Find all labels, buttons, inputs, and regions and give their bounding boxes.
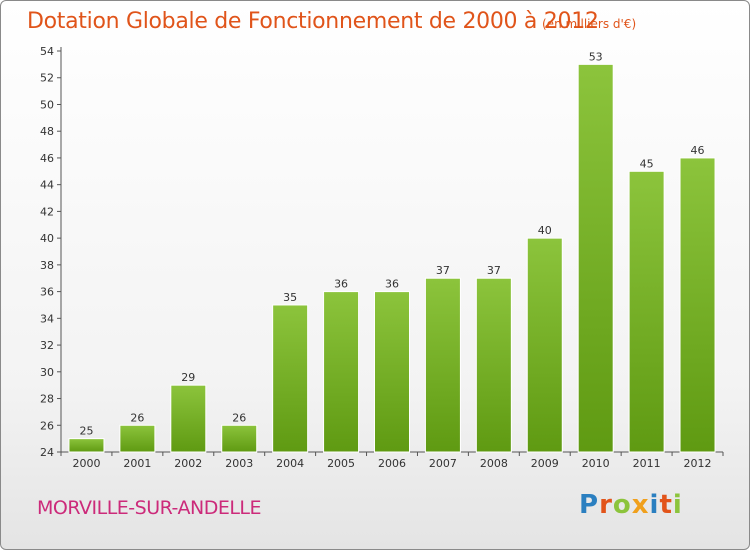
x-tick-label: 2012 xyxy=(684,457,712,470)
x-tick-label: 2001 xyxy=(123,457,151,470)
bar xyxy=(424,277,461,453)
y-tick-label: 54 xyxy=(40,45,54,58)
chart-subtitle: (en milliers d'€) xyxy=(542,17,637,31)
bar-value-label: 25 xyxy=(79,425,93,438)
bar xyxy=(272,304,309,453)
bar-value-label: 29 xyxy=(181,371,195,384)
y-tick-label: 42 xyxy=(40,205,54,218)
proxiti-logo: Proxiti xyxy=(579,490,683,520)
y-tick-label: 30 xyxy=(40,366,54,379)
y-tick-label: 46 xyxy=(40,152,54,165)
x-tick-label: 2008 xyxy=(480,457,508,470)
bar xyxy=(170,384,207,453)
logo-letter: x xyxy=(631,490,650,520)
logo-letter: r xyxy=(599,490,613,520)
bar-value-label: 40 xyxy=(538,224,552,237)
x-tick-label: 2009 xyxy=(531,457,559,470)
bar xyxy=(679,157,716,453)
bar xyxy=(628,170,665,453)
chart-title: Dotation Globale de Fonctionnement de 20… xyxy=(27,9,599,34)
bar-value-label: 35 xyxy=(283,291,297,304)
y-tick-label: 52 xyxy=(40,72,54,85)
bar xyxy=(68,438,105,453)
y-tick-label: 32 xyxy=(40,339,54,352)
bar-value-label: 37 xyxy=(436,264,450,277)
x-tick-label: 2006 xyxy=(378,457,406,470)
x-tick-label: 2010 xyxy=(582,457,610,470)
x-tick-label: 2005 xyxy=(327,457,355,470)
bar xyxy=(577,63,614,453)
y-tick-label: 44 xyxy=(40,179,54,192)
y-tick-label: 48 xyxy=(40,125,54,138)
bar-value-label: 37 xyxy=(487,264,501,277)
bar-value-label: 53 xyxy=(589,50,603,63)
bar xyxy=(475,277,512,453)
x-tick-label: 2003 xyxy=(225,457,253,470)
x-tick-label: 2004 xyxy=(276,457,304,470)
x-tick-label: 2011 xyxy=(633,457,661,470)
y-tick-label: 36 xyxy=(40,286,54,299)
logo-letter: i xyxy=(672,490,683,520)
y-tick-label: 28 xyxy=(40,393,54,406)
commune-name: MORVILLE-SUR-ANDELLE xyxy=(37,497,262,519)
x-tick-label: 2002 xyxy=(174,457,202,470)
logo-letter: o xyxy=(612,490,632,520)
y-tick-label: 40 xyxy=(40,232,54,245)
bar xyxy=(374,291,410,453)
bar-value-label: 46 xyxy=(691,144,705,157)
y-tick-label: 34 xyxy=(40,312,54,325)
y-tick-label: 38 xyxy=(40,259,54,272)
y-tick-label: 26 xyxy=(40,419,54,432)
y-tick-label: 50 xyxy=(40,98,54,111)
bar-value-label: 36 xyxy=(334,278,348,291)
bar-value-label: 26 xyxy=(232,411,246,424)
x-tick-label: 2000 xyxy=(72,457,100,470)
bar xyxy=(323,291,360,453)
y-tick-label: 24 xyxy=(40,446,54,459)
bar xyxy=(221,424,258,453)
logo-letter: P xyxy=(579,490,600,520)
bar-value-label: 36 xyxy=(385,278,399,291)
logo-letter: t xyxy=(659,490,673,520)
bar-value-label: 26 xyxy=(130,411,144,424)
logo-letter: i xyxy=(649,490,660,520)
bar xyxy=(526,237,563,453)
x-tick-label: 2007 xyxy=(429,457,457,470)
bar-value-label: 45 xyxy=(640,157,654,170)
bar xyxy=(119,424,156,453)
